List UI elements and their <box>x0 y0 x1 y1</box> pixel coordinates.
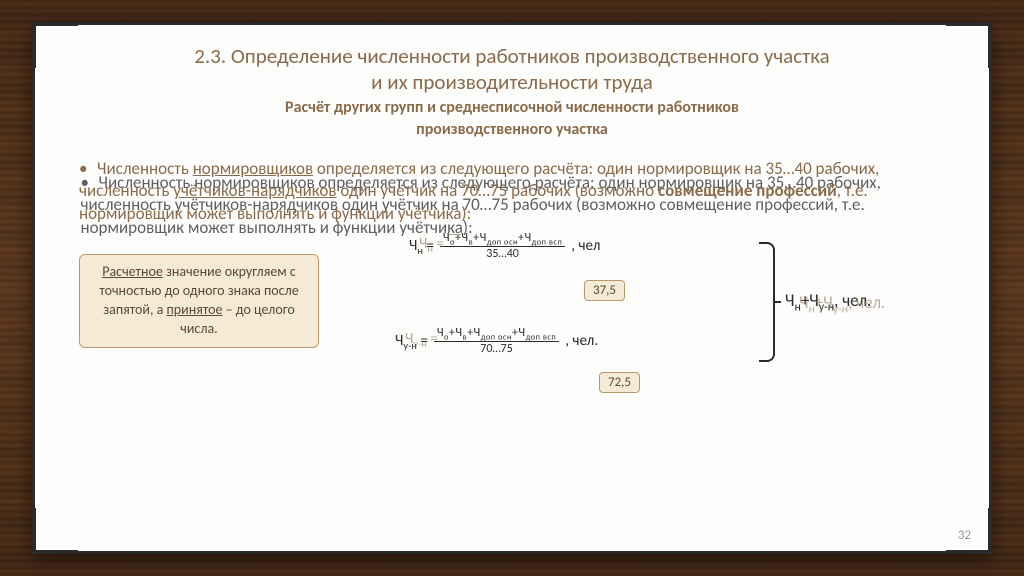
equation-tally-fraction: Чо+Чв+Чдоп осн+Чдоп всп 70…75 <box>434 327 559 355</box>
badge-avg-tally: 72,5 <box>599 372 640 393</box>
formula-area: Расчетное значение округляем с точностью… <box>79 232 945 402</box>
equation-tally: Чу-н = Чу-н = Чо+Чв+Чдоп осн+Чдоп всп 70… <box>395 327 598 355</box>
body-paragraph: •Численность нормировщиков определяется … <box>79 158 945 227</box>
equation-norm: Чн = Чн = Чо+Чв+Чдоп осн+Чдоп всп 35…40 … <box>409 232 600 260</box>
equation-norm-denominator: 35…40 <box>486 247 519 261</box>
rounding-note: Расчетное значение округляем с точностью… <box>79 254 319 348</box>
body-paragraph-main: •Численность нормировщиков определяется … <box>79 158 945 227</box>
badge-avg-norm: 37,5 <box>584 280 625 301</box>
brace-sum-ghost: Чн+Чу-н, чел. <box>799 292 885 313</box>
equation-tally-numerator: Чо+Чв+Чдоп осн+Чдоп всп <box>434 327 559 342</box>
corner-decoration <box>32 22 78 68</box>
equation-norm-numerator: Чо+Чв+Чдоп осн+Чдоп всп <box>440 232 565 247</box>
slide-card: 2.3. Определение численности работников … <box>32 22 992 554</box>
brace-sum-equation: Чн+Чу-н, чел. Чн+Чу-н, чел. <box>785 290 871 311</box>
equation-tally-tail: , чел. <box>565 332 598 350</box>
page-number: 32 <box>958 528 971 543</box>
corner-decoration <box>32 508 78 554</box>
equation-norm-lhs: Чн = <box>409 237 434 255</box>
corner-decoration <box>946 22 992 68</box>
section-subtitle-line2: производственного участка <box>79 120 945 140</box>
equation-norm-tail: , чел <box>571 237 600 255</box>
equation-tally-lhs: Чу-н = <box>395 332 428 350</box>
equation-norm-fraction: Чо+Чв+Чдоп осн+Чдоп всп 35…40 <box>440 232 565 260</box>
section-title-line1: 2.3. Определение численности работников … <box>79 43 945 69</box>
section-title-line2: и их производительности труда <box>79 69 945 95</box>
section-subtitle-line1: Расчёт других групп и среднесписочной чи… <box>79 98 945 118</box>
equation-tally-denominator: 70…75 <box>480 342 513 356</box>
curly-brace <box>759 242 775 362</box>
